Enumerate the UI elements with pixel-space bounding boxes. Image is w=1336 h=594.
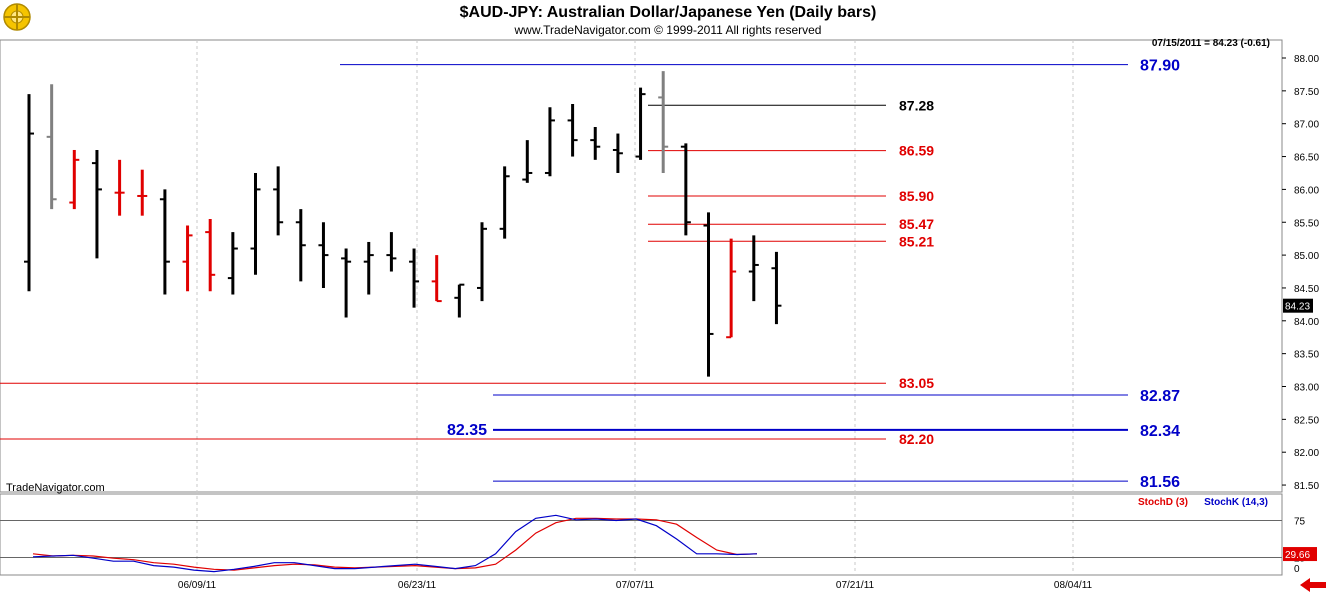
price-tick-label: 82.00	[1294, 448, 1319, 459]
stoch-k-line	[32, 514, 758, 573]
ohlc-bar	[409, 248, 420, 308]
price-tick-label: 84.50	[1294, 284, 1319, 295]
stoch-current-label: 29.66	[1285, 550, 1310, 561]
ohlc-bar	[477, 222, 487, 302]
grid-lines	[0, 39, 1283, 576]
price-tick-label: 86.50	[1294, 153, 1319, 164]
price-tick-label: 86.00	[1294, 185, 1319, 196]
stoch-k-legend: StochK (14,3)	[1204, 497, 1268, 508]
ohlc-bar	[431, 255, 442, 303]
ohlc-bar	[454, 283, 465, 318]
ohlc-bar	[522, 140, 533, 183]
level-label: 86.59	[899, 143, 934, 159]
level-label: 85.21	[899, 233, 934, 249]
ohlc-bar	[771, 251, 782, 325]
date-tick-label: 07/07/11	[616, 580, 655, 591]
ohlc-bar	[499, 166, 510, 239]
stoch-current-box	[1283, 547, 1317, 562]
level-label: 82.34	[1140, 423, 1180, 440]
current-price-box	[1283, 298, 1313, 313]
ohlc-bar	[295, 209, 306, 282]
ohlc-bar	[318, 222, 329, 288]
trade-navigator-logo	[3, 3, 31, 31]
watermark-text: TradeNavigator.com	[6, 482, 105, 494]
price-axis: 88.00 87.50 87.00 86.50 86.00 85.50 85.00 84.50…	[1282, 54, 1326, 592]
ohlc-bar	[159, 189, 170, 295]
stoch-tick-label: 75	[1294, 517, 1306, 528]
level-label: 82.87	[1140, 388, 1180, 405]
last-quote: 07/15/2011 = 84.23 (-0.61)	[1152, 38, 1270, 49]
date-tick-label: 06/23/11	[398, 580, 437, 591]
level-label: 85.90	[899, 188, 934, 204]
ohlc-bar	[680, 143, 691, 236]
level-label: 81.56	[1140, 474, 1180, 491]
ohlc-bar	[635, 87, 646, 160]
copyright-text: www.TradeNavigator.com © 1999-2011 All r…	[514, 23, 822, 37]
date-tick-label: 08/04/11	[1054, 580, 1093, 591]
level-label: 82.20	[899, 431, 934, 447]
ohlc-bar	[137, 169, 148, 216]
ohlc-bar	[658, 71, 669, 173]
ohlc-bar	[726, 238, 737, 339]
ohlc-bar	[69, 149, 80, 210]
stoch-tick-label: 0	[1294, 564, 1300, 575]
price-panel-frame	[0, 39, 1283, 493]
price-tick-label: 87.00	[1294, 120, 1319, 131]
ohlc-bar	[24, 94, 34, 292]
ohlc-bar	[544, 107, 555, 177]
scroll-left-arrow-icon	[1300, 578, 1326, 592]
price-tick-label: 82.50	[1294, 415, 1319, 426]
level-label: 85.47	[899, 216, 934, 232]
price-bars	[24, 71, 782, 377]
ohlc-bar	[46, 84, 57, 210]
date-tick-label: 06/09/11	[178, 580, 217, 591]
ohlc-bar	[567, 103, 578, 157]
ohlc-bar	[363, 241, 374, 295]
level-label: 87.90	[1140, 58, 1180, 75]
stoch-panel-frame	[0, 493, 1283, 576]
price-tick-label: 87.50	[1294, 87, 1319, 98]
ohlc-bar	[273, 166, 284, 236]
chart-title: $AUD-JPY: Australian Dollar/Japanese Yen…	[460, 4, 877, 21]
ohlc-bar	[182, 225, 193, 292]
level-label: 82.35	[447, 422, 487, 439]
ohlc-bar	[227, 232, 238, 295]
ohlc-bar	[205, 218, 216, 292]
price-tick-label: 81.50	[1294, 481, 1319, 492]
ohlc-bar	[250, 172, 261, 275]
current-price-label: 84.23	[1285, 302, 1310, 313]
ohlc-bar	[590, 126, 601, 160]
price-tick-label: 83.00	[1294, 383, 1319, 394]
stochastic-panel: 7525029.66	[0, 514, 1317, 575]
price-tick-label: 84.00	[1294, 317, 1319, 328]
ohlc-bar	[341, 248, 352, 318]
ohlc-bar	[386, 232, 397, 272]
stoch-d-legend: StochD (3)	[1138, 497, 1188, 508]
stoch-d-line	[32, 517, 758, 571]
price-tick-label: 85.50	[1294, 218, 1319, 229]
ohlc-bar	[114, 159, 125, 216]
level-label: 83.05	[899, 375, 934, 391]
ohlc-bar	[91, 149, 102, 259]
price-tick-label: 83.50	[1294, 350, 1319, 361]
date-axis: 06/09/11 06/23/11 07/07/11 07/21/11 08/04/11	[178, 580, 1093, 591]
ohlc-bar	[612, 133, 623, 173]
price-tick-label: 85.00	[1294, 251, 1319, 262]
price-tick-label: 88.00	[1294, 54, 1319, 65]
ohlc-bar	[748, 235, 759, 302]
level-label: 87.28	[899, 97, 934, 113]
date-tick-label: 07/21/11	[836, 580, 875, 591]
ohlc-bar	[703, 212, 714, 377]
